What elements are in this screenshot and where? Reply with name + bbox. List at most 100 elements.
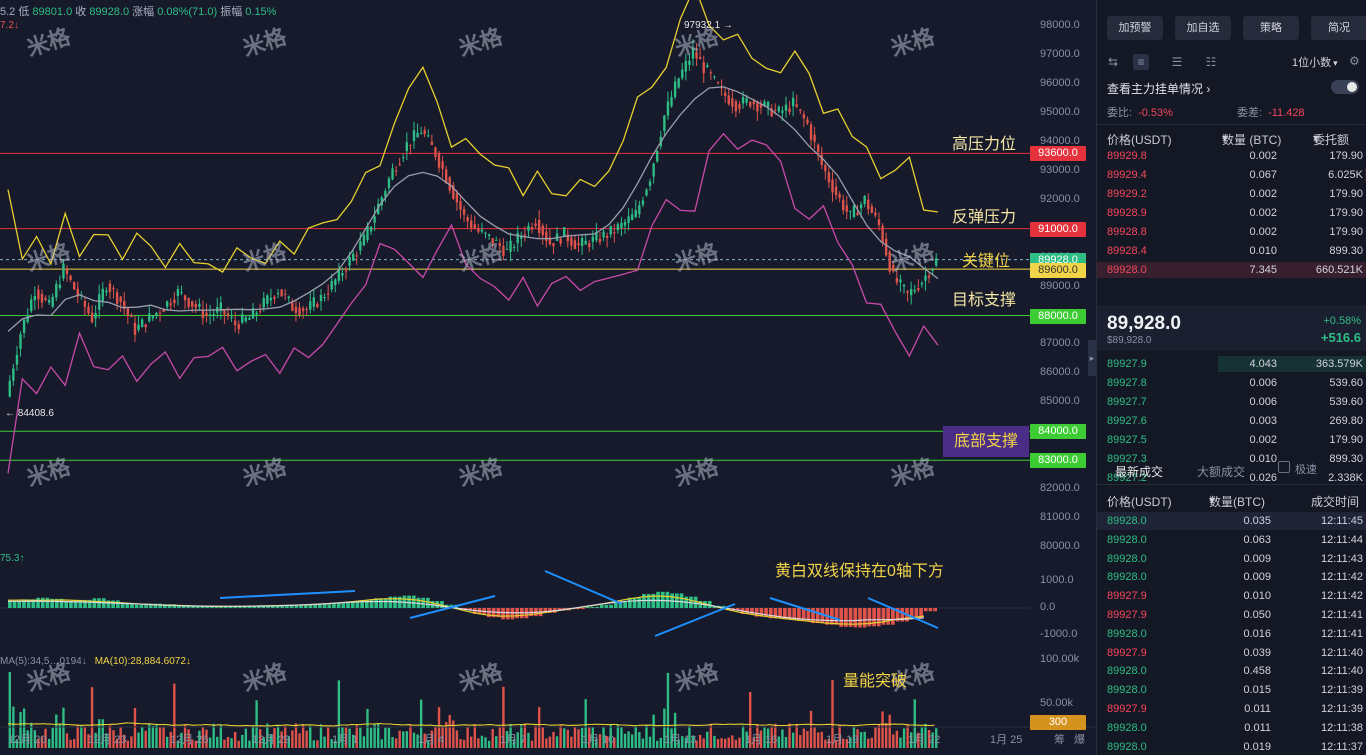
trade-row[interactable]: 89927.9 0.010 12:11:42 — [1097, 587, 1366, 605]
strategy-button[interactable]: 策略 — [1243, 16, 1299, 40]
book-row[interactable]: 89927.8 0.006 539.60 — [1097, 374, 1366, 392]
volume-bar — [269, 734, 273, 748]
volume-bar — [187, 729, 190, 748]
trade-row[interactable]: 89927.9 0.011 12:11:39 — [1097, 700, 1366, 718]
panel-collapse-handle[interactable]: ▸ — [1088, 340, 1096, 376]
trade-row[interactable]: 89928.0 0.009 12:11:42 — [1097, 568, 1366, 586]
volume-bar — [673, 712, 677, 748]
volume-bar — [194, 740, 197, 748]
macd-bar — [768, 608, 773, 619]
trade-qty: 0.063 — [1243, 533, 1271, 546]
depth-title[interactable]: 查看主力挂单情况 › — [1107, 82, 1211, 96]
tab-large-trades[interactable]: 大额成交 — [1197, 465, 1246, 479]
candle-body — [884, 238, 888, 256]
candle-body — [173, 299, 176, 304]
volume-bar — [520, 725, 523, 748]
trade-row[interactable]: 89928.0 0.458 12:11:40 — [1097, 662, 1366, 680]
overview-button[interactable]: 简况 — [1311, 16, 1366, 40]
fast-checkbox[interactable] — [1278, 461, 1290, 473]
precision-select[interactable]: 1位小数 ▾ — [1292, 57, 1338, 69]
book-row[interactable]: 89927.6 0.003 269.80 — [1097, 412, 1366, 430]
macd-bar — [261, 605, 266, 608]
add-watchlist-button[interactable]: 加自选 — [1175, 16, 1231, 40]
depth-toggle[interactable] — [1331, 80, 1359, 94]
candle-body — [241, 314, 244, 323]
candle-body — [530, 227, 534, 230]
liquidation-button[interactable]: 爆 — [1074, 734, 1085, 746]
x-tick: 1月 7 — [500, 734, 527, 746]
book-asks-icon[interactable]: ☷ — [1205, 55, 1217, 69]
volume-bar — [602, 726, 605, 748]
trade-row[interactable]: 89927.9 0.050 12:11:41 — [1097, 606, 1366, 624]
book-row[interactable]: 89929.8 0.002 179.90 — [1097, 147, 1366, 165]
candle-body — [233, 320, 237, 325]
macd-bar — [275, 605, 280, 608]
book-row[interactable]: 89927.5 0.002 179.90 — [1097, 431, 1366, 449]
candle-body — [355, 255, 358, 257]
ohlc-readout: 5.2 低 89801.0 收 89928.0 涨幅 0.08%(71.0) 振… — [0, 6, 277, 18]
trade-time: 12:11:40 — [1320, 665, 1363, 678]
volume-bar — [387, 727, 391, 748]
candle-body — [94, 313, 97, 319]
candle-body — [226, 313, 230, 317]
trade-row[interactable]: 89927.9 0.039 12:11:40 — [1097, 644, 1366, 662]
book-row[interactable]: 89928.4 0.010 899.30 — [1097, 242, 1366, 260]
chips-button[interactable]: 筹 — [1054, 734, 1065, 746]
book-asks-bids-icon[interactable]: ≡ — [1133, 54, 1149, 70]
trade-row[interactable]: 89928.0 0.063 12:11:44 — [1097, 531, 1366, 549]
volume-bar — [616, 724, 620, 748]
macd-bar — [548, 608, 552, 613]
settings-icon[interactable]: ⚙ — [1349, 54, 1360, 68]
candle-body — [849, 210, 852, 212]
book-bids-icon[interactable]: ☰ — [1171, 55, 1183, 69]
candle-body — [223, 309, 226, 315]
volume-bar — [455, 730, 459, 748]
qty-unit-select[interactable]: 数量 (BTC) ▾ — [1222, 131, 1282, 147]
add-alert-button[interactable]: 加预警 — [1107, 16, 1163, 40]
trade-price: 89927.9 — [1107, 590, 1147, 603]
candle-body — [505, 248, 509, 250]
book-row[interactable]: 89928.0 7.345 660.521K — [1097, 261, 1366, 279]
total-select[interactable]: 委托额 ▾ — [1313, 131, 1350, 147]
tab-latest-trades[interactable]: 最新成交 — [1115, 465, 1164, 479]
book-row[interactable]: 89928.9 0.002 179.90 — [1097, 204, 1366, 222]
trade-row[interactable]: 89928.0 0.009 12:11:43 — [1097, 550, 1366, 568]
chart-canvas[interactable] — [0, 0, 1096, 755]
book-row[interactable]: 89927.9 4.043 363.579K — [1097, 355, 1366, 373]
volume-bar — [280, 731, 283, 748]
book-row[interactable]: 89929.4 0.067 6.025K — [1097, 166, 1366, 184]
price-tag: 88000.0 — [1030, 308, 1086, 324]
volume-bar — [98, 719, 101, 748]
volume-bar — [570, 736, 573, 748]
candle-body — [580, 238, 584, 247]
book-row[interactable]: 89927.3 0.010 899.30 — [1097, 450, 1366, 468]
macd-tick: 0.0 — [1040, 601, 1056, 613]
trade-qty-select[interactable]: 数量(BTC) ▾ — [1209, 493, 1265, 509]
book-row[interactable]: 89927.7 0.006 539.60 — [1097, 393, 1366, 411]
candle-body — [201, 309, 205, 319]
trade-row[interactable]: 89928.0 0.019 12:11:37 — [1097, 738, 1366, 755]
candle-body — [284, 293, 287, 295]
macd-bar — [585, 606, 590, 608]
book-both-icon[interactable]: ⇆ — [1107, 55, 1119, 69]
macd-bar — [501, 608, 505, 620]
volume-bar — [641, 738, 645, 748]
book-total: 2.338K — [1328, 472, 1363, 484]
kline-chart[interactable]: 5.2 低 89801.0 收 89928.0 涨幅 0.08%(71.0) 振… — [0, 0, 1096, 755]
trade-row[interactable]: 89928.0 0.011 12:11:38 — [1097, 719, 1366, 737]
book-row[interactable]: 89929.2 0.002 179.90 — [1097, 185, 1366, 203]
macd-bar — [604, 604, 609, 608]
trade-row[interactable]: 89928.0 0.035 12:11:45 — [1097, 512, 1366, 530]
book-price: 89927.2 — [1107, 472, 1147, 484]
macd-readout: 75.3↑ — [0, 553, 25, 564]
candle-body — [72, 282, 76, 290]
candle-body — [752, 101, 755, 105]
book-row[interactable]: 89928.8 0.002 179.90 — [1097, 223, 1366, 241]
macd-bar — [219, 606, 224, 608]
candle-body — [76, 288, 79, 297]
trade-row[interactable]: 89928.0 0.015 12:11:39 — [1097, 681, 1366, 699]
trade-row[interactable]: 89928.0 0.016 12:11:41 — [1097, 625, 1366, 643]
book-row[interactable]: 89927.2 0.026 2.338K — [1097, 469, 1366, 487]
book-price: 89928.4 — [1107, 245, 1147, 257]
candle-body — [609, 225, 612, 235]
